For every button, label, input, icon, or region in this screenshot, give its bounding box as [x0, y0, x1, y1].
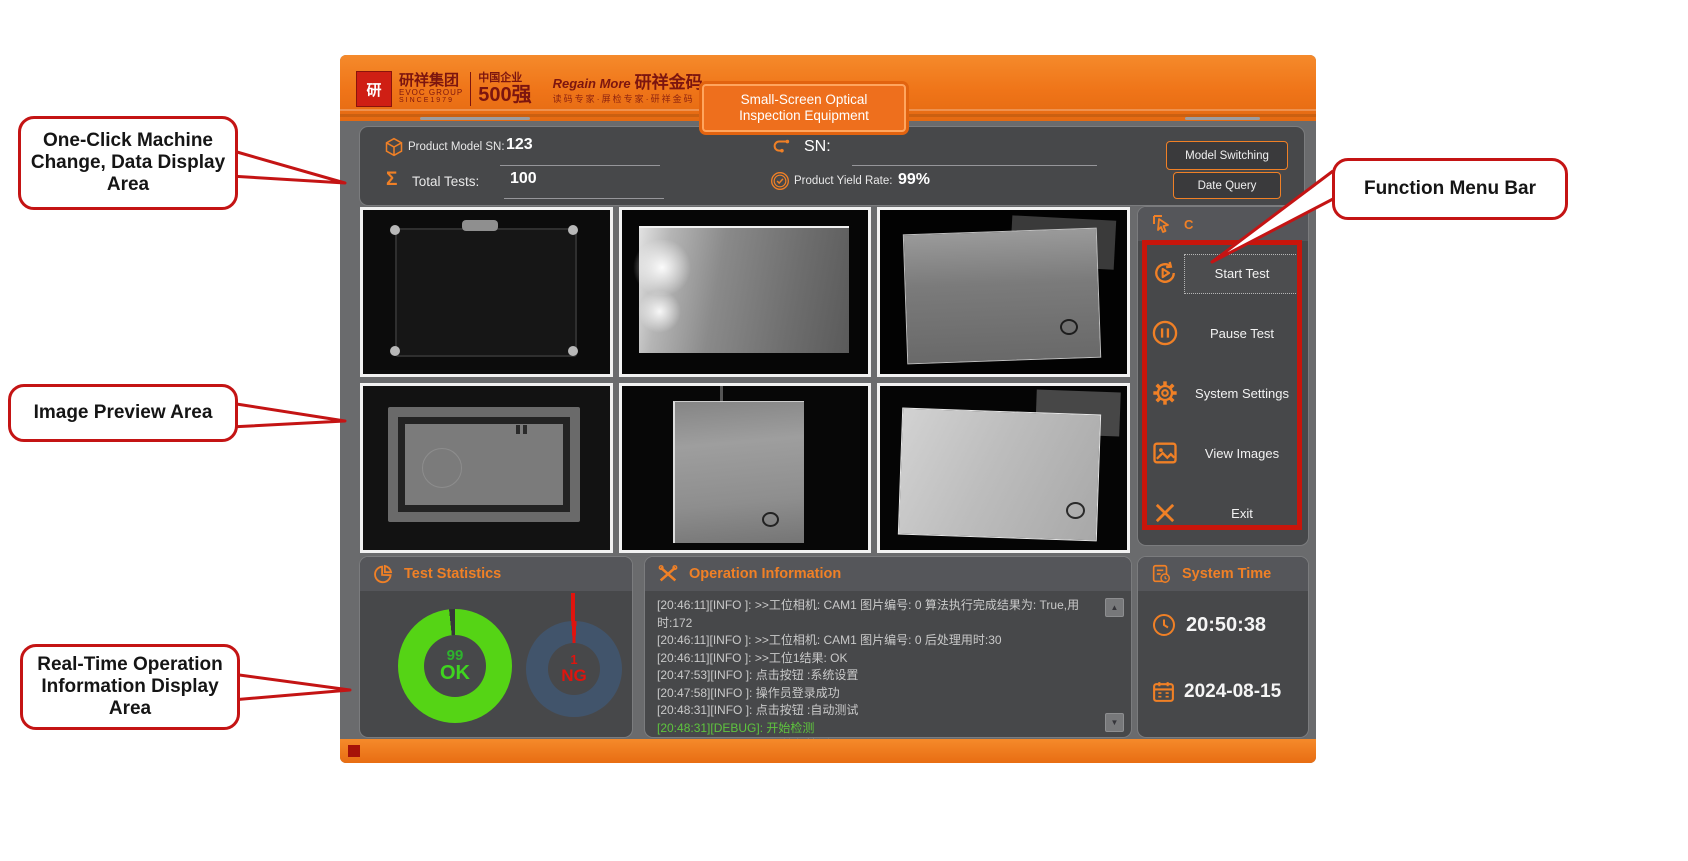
company-logo: 研 研祥集团 EVOC GROUP SINCE1979 中国企业 500强 Re…	[356, 64, 703, 114]
clock-icon	[1153, 614, 1175, 636]
ok-label: OK	[440, 662, 470, 685]
preview-image-cam2[interactable]	[618, 207, 872, 377]
system-time-panel: System Time 20:50:38 2024-08-15	[1138, 557, 1308, 737]
logo-rank-strong: 500强	[478, 83, 532, 106]
menu-item-system-settings[interactable]: System Settings	[1138, 371, 1308, 415]
log-line: [20:46:11][INFO ]: >>工位相机: CAM1 图片编号: 0 …	[657, 598, 1080, 612]
ok-count: 99	[446, 646, 464, 664]
log-line: [20:47:58][INFO ]: 操作员登录成功	[657, 685, 840, 700]
field-underline	[500, 165, 660, 166]
ng-tick-line	[571, 593, 575, 637]
logo-name: 研祥金码	[634, 72, 703, 92]
footer-bar	[340, 739, 1316, 763]
total-tests-label: Total Tests:	[412, 174, 480, 189]
preview-image-cam3[interactable]	[877, 207, 1130, 377]
decor-line	[420, 117, 530, 120]
log-line-debug: [20:48:31][DEBUG]: 开始检测	[657, 720, 815, 735]
sigma-icon: Σ	[386, 169, 398, 190]
menu-item-start-test[interactable]: Start Test	[1138, 251, 1308, 295]
preview-image-cam4[interactable]	[360, 383, 613, 553]
menu-item-exit[interactable]: Exit	[1138, 491, 1308, 535]
field-underline	[504, 198, 664, 199]
function-menu-panel: C Start Test Pause Test	[1138, 207, 1308, 545]
logo-mark-icon: 研	[356, 71, 392, 107]
menu-item-pause-test[interactable]: Pause Test	[1138, 311, 1308, 355]
sn-input-field[interactable]	[852, 165, 1097, 166]
crossed-tools-icon	[658, 565, 678, 582]
scroll-up-icon: ▲	[1110, 603, 1119, 612]
gear-icon	[1153, 381, 1177, 405]
log-line: 时:172	[657, 615, 693, 630]
ng-donut-chart: 1 NG	[526, 621, 622, 717]
date-query-button[interactable]: Date Query	[1173, 172, 1281, 199]
test-statistics-panel: Test Statistics 99 OK 1 NG	[360, 557, 632, 737]
callout-realtime-info: Real-Time Operation Information Display …	[20, 644, 240, 730]
operation-information-panel: Operation Information [20:46:11][INFO ]:…	[645, 557, 1131, 752]
restart-play-icon	[1155, 261, 1175, 283]
image-preview-area	[360, 207, 1130, 553]
product-model-value: 123	[506, 136, 533, 153]
logo-script: Regain More	[552, 75, 631, 91]
app-title-line1: Small-Screen Optical	[740, 92, 868, 107]
menu-item-label: View Images	[1204, 445, 1280, 461]
menu-item-label: Pause Test	[1209, 325, 1275, 341]
product-box-icon	[385, 137, 403, 157]
logo-since: SINCE1979	[399, 97, 454, 105]
ng-count: 1	[570, 652, 578, 668]
logo-tagline: 读码专家·屏检专家·研祥金码	[552, 93, 695, 104]
pie-chart-icon	[374, 564, 393, 584]
logo-divider	[470, 72, 472, 106]
callout-image-preview: Image Preview Area	[8, 384, 238, 442]
logo-brand-en: EVOC GROUP	[399, 88, 464, 97]
app-title-badge: Small-Screen Optical Inspection Equipmen…	[702, 84, 906, 132]
log-line: [20:48:31][INFO ]: 点击按钮 :自动测试	[657, 703, 859, 717]
footer-red-square	[348, 745, 360, 757]
system-time-title: System Time	[1182, 566, 1272, 582]
log-scroll-area[interactable]: [20:46:11][INFO ]: >>工位相机: CAM1 图片编号: 0 …	[657, 597, 1105, 752]
logo-brand: 研祥集团	[399, 72, 460, 90]
menu-item-view-images[interactable]: View Images	[1138, 431, 1308, 475]
decor-line	[1185, 117, 1260, 120]
callout-data-display: One-Click Machine Change, Data Display A…	[18, 116, 238, 210]
yield-check-icon	[771, 172, 789, 190]
app-window: 研 研祥集团 EVOC GROUP SINCE1979 中国企业 500强 Re…	[340, 55, 1316, 763]
app-title-line2: Inspection Equipment	[739, 108, 869, 123]
log-title: Operation Information	[689, 566, 842, 582]
preview-image-cam1[interactable]	[360, 207, 613, 377]
report-clock-icon	[1152, 564, 1170, 583]
log-line: [20:47:53][INFO ]: 点击按钮 :系统设置	[657, 668, 859, 682]
yield-label: Product Yield Rate:	[794, 175, 893, 187]
menu-item-label: Exit	[1231, 505, 1253, 521]
yield-value: 99%	[898, 171, 931, 188]
stats-title: Test Statistics	[404, 566, 502, 582]
logo-rank: 中国企业	[478, 72, 523, 85]
preview-image-cam6[interactable]	[877, 383, 1130, 553]
log-scroll-up-button[interactable]: ▲	[1105, 598, 1124, 617]
callout-function-menu: Function Menu Bar	[1332, 158, 1568, 220]
sn-link-icon	[773, 139, 790, 153]
menu-item-label: Start Test	[1214, 265, 1270, 281]
close-icon	[1155, 503, 1175, 523]
pause-circle-icon	[1152, 320, 1178, 346]
menu-item-label: System Settings	[1195, 385, 1289, 401]
total-tests-value: 100	[510, 170, 537, 187]
model-switching-button[interactable]: Model Switching	[1166, 141, 1288, 170]
touch-click-icon	[1153, 215, 1169, 233]
ok-donut-chart: 99 OK	[398, 609, 512, 723]
ng-label: NG	[561, 665, 587, 685]
sn-label: SN:	[804, 138, 831, 155]
scroll-down-icon: ▼	[1110, 718, 1119, 727]
menu-header-label: C	[1184, 216, 1194, 232]
data-display-panel: Product Model SN: 123 Σ Total Tests: 100…	[360, 127, 1304, 205]
preview-image-cam5[interactable]	[618, 383, 872, 553]
image-icon	[1153, 442, 1177, 464]
log-line: [20:46:11][INFO ]: >>工位相机: CAM1 图片编号: 0 …	[657, 633, 1002, 647]
log-line: [20:46:11][INFO ]: >>工位1结果: OK	[657, 650, 848, 665]
log-scroll-down-button[interactable]: ▼	[1105, 713, 1124, 732]
product-model-label: Product Model SN:	[408, 141, 505, 153]
calendar-icon	[1153, 682, 1174, 702]
time-value: 20:50:38	[1186, 614, 1267, 636]
date-value: 2024-08-15	[1184, 681, 1282, 702]
